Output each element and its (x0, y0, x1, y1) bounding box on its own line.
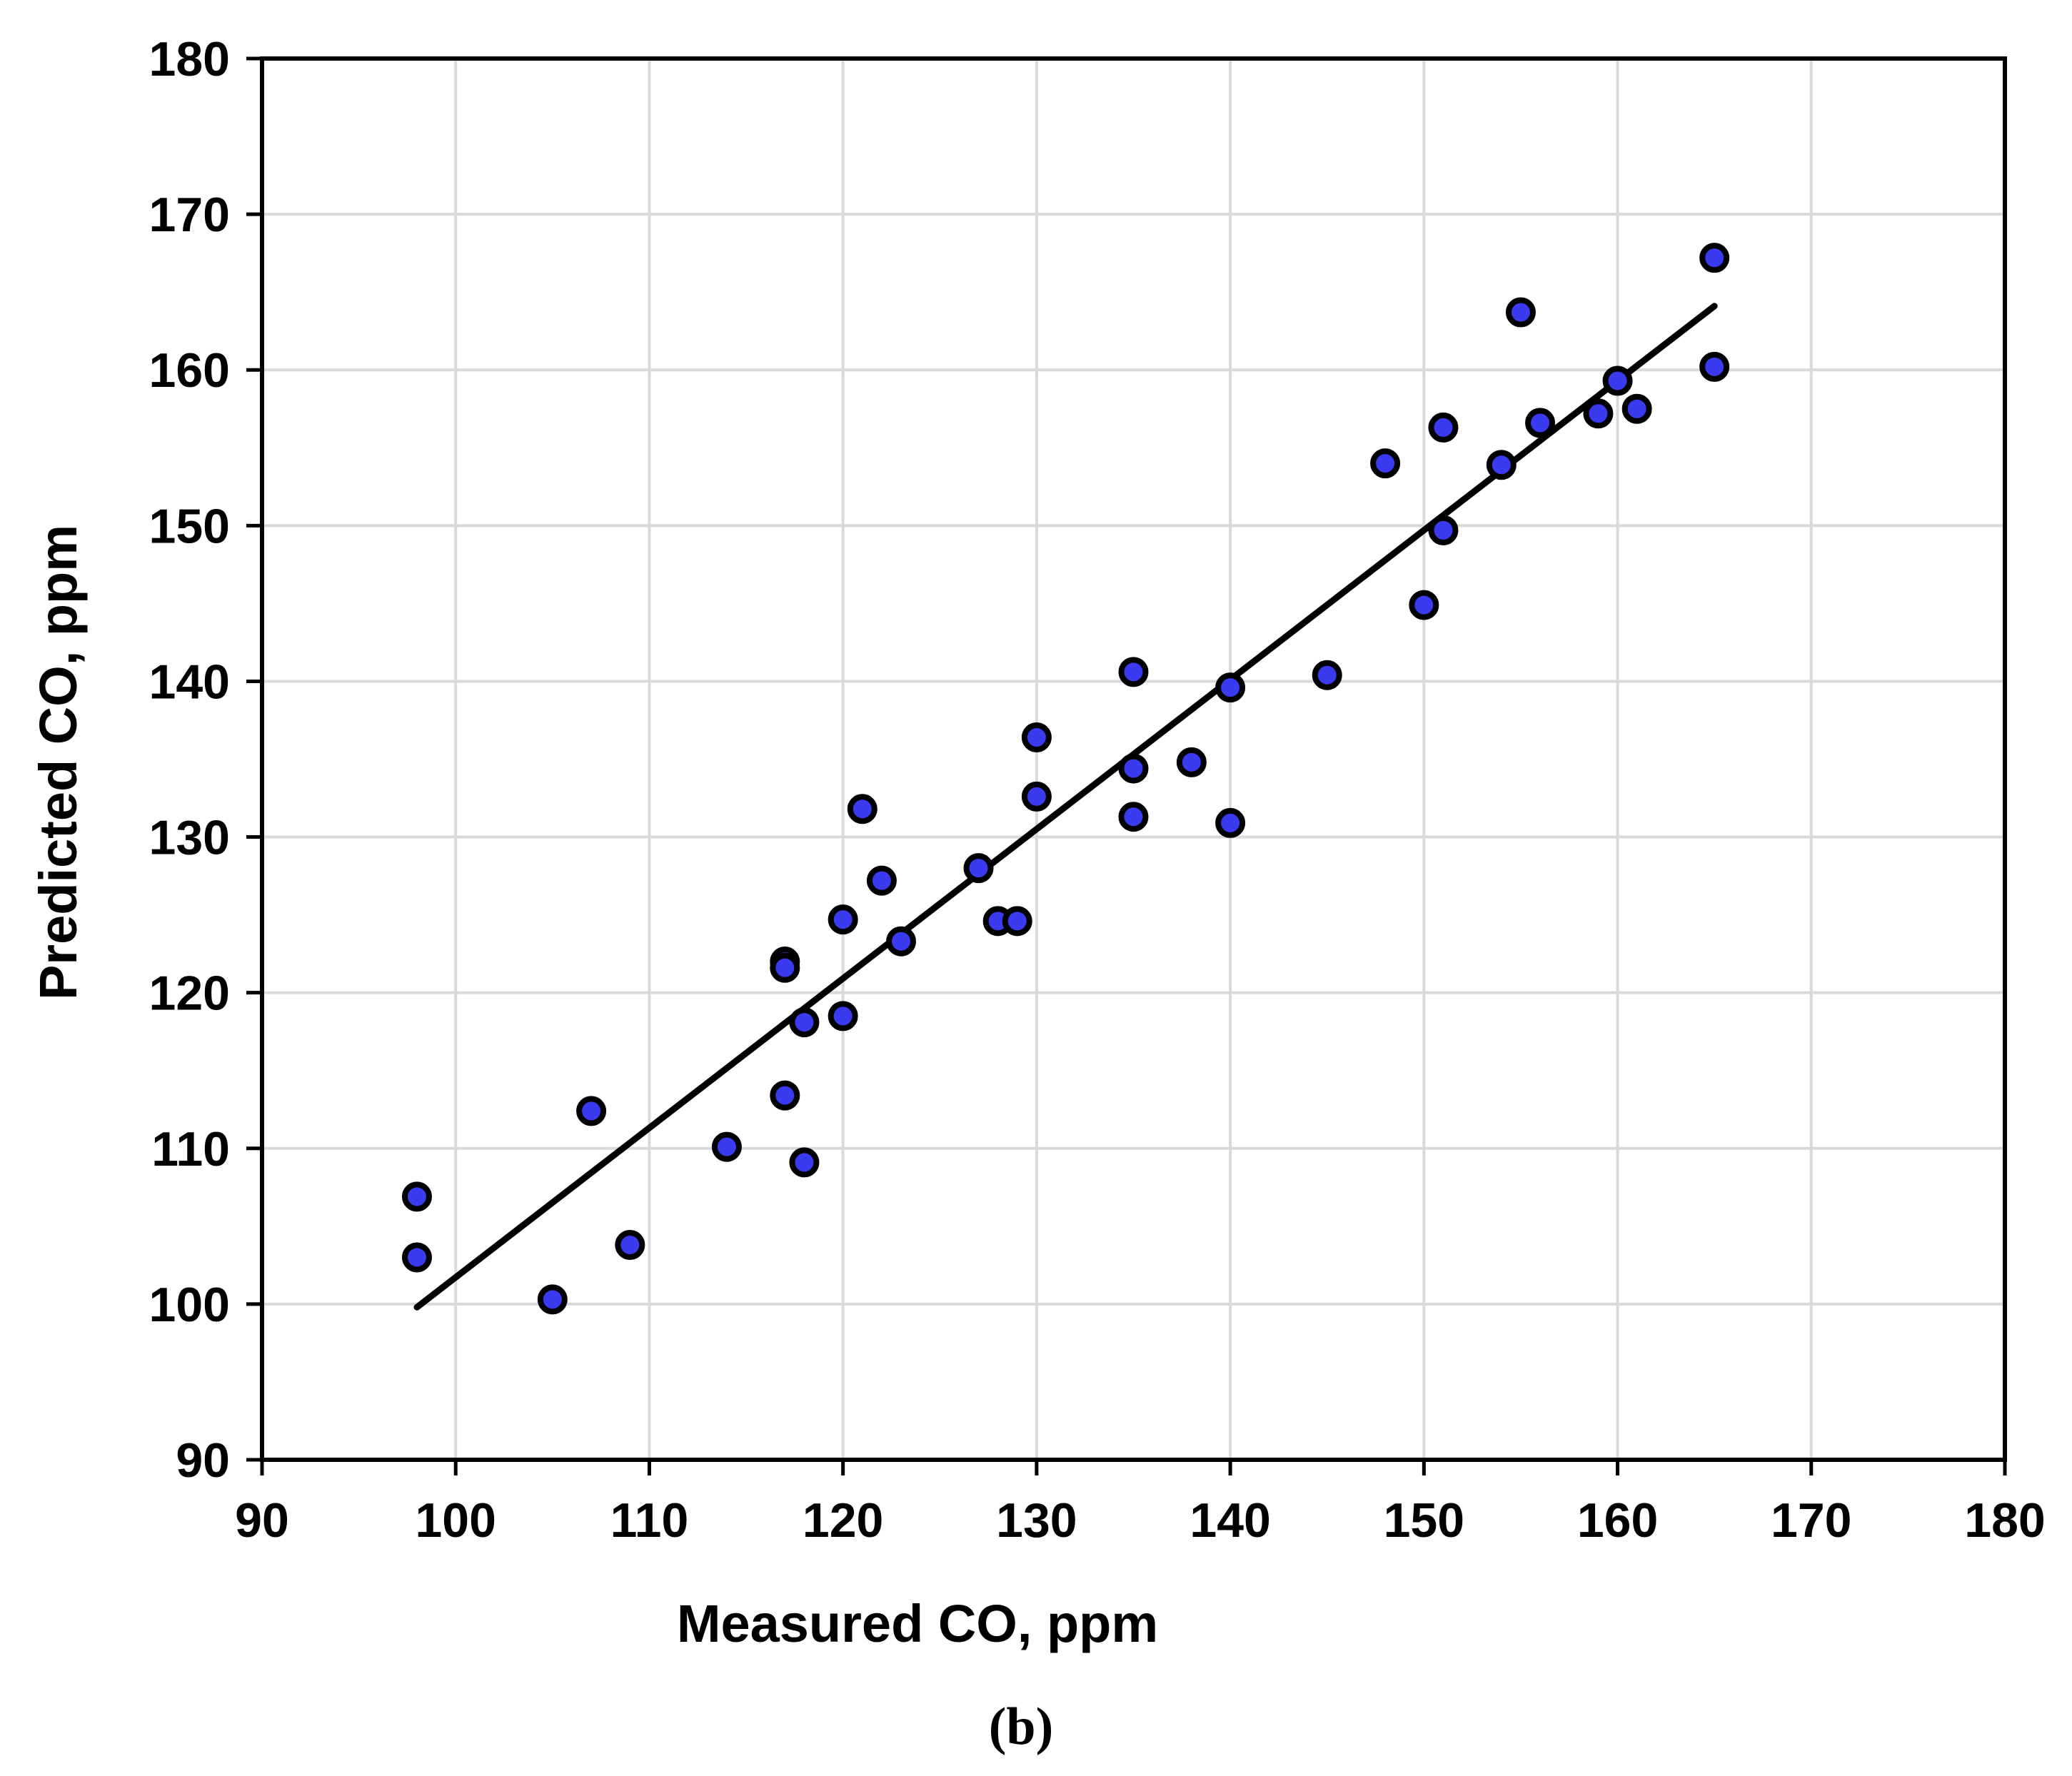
y-tick-labels: 90 100 110 120 130 140 150 160 170 180 (149, 32, 230, 1488)
data-point (1602, 365, 1633, 396)
x-tick-label: 170 (1771, 1493, 1851, 1548)
y-tick-label: 110 (151, 1122, 230, 1176)
data-point (847, 794, 877, 824)
data-point (770, 952, 800, 983)
data-point (1428, 515, 1459, 545)
data-point (1118, 753, 1149, 784)
x-tick-label: 160 (1577, 1493, 1658, 1548)
y-tick-label: 150 (149, 499, 230, 553)
data-point (1583, 398, 1614, 429)
data-point (1118, 657, 1149, 687)
data-point (789, 1007, 820, 1038)
x-tick-label: 130 (996, 1493, 1077, 1548)
x-axis-title: Measured CO, ppm (677, 1594, 1158, 1653)
data-point (1505, 297, 1536, 328)
y-tick-label: 130 (149, 811, 230, 865)
plot-area-frame (260, 56, 2007, 1462)
data-point (1428, 412, 1459, 443)
x-tick-label: 100 (415, 1493, 496, 1548)
y-axis-title: Predicted CO, ppm (29, 525, 88, 1000)
fit-line (413, 303, 1718, 1311)
data-point (789, 1147, 820, 1178)
y-tick-label: 90 (176, 1433, 230, 1488)
data-point (401, 1181, 432, 1212)
data-point (1370, 448, 1401, 479)
x-tick-label: 90 (235, 1493, 289, 1548)
data-points (401, 243, 1730, 1315)
data-point (1215, 672, 1246, 703)
data-point (1409, 590, 1439, 620)
data-point (828, 1001, 858, 1031)
x-tick-label: 150 (1384, 1493, 1464, 1548)
data-point (1118, 802, 1149, 832)
axis-ticks (246, 56, 2007, 1475)
y-tick-label: 100 (149, 1278, 230, 1332)
data-point (1215, 807, 1246, 838)
data-point (576, 1096, 607, 1126)
data-point (963, 853, 994, 884)
data-point (401, 1242, 432, 1273)
data-point (711, 1131, 742, 1162)
data-point (1021, 781, 1052, 812)
data-point (1021, 722, 1052, 752)
x-tick-label: 180 (1964, 1493, 2045, 1548)
y-tick-label: 140 (149, 655, 230, 709)
data-point (537, 1284, 568, 1315)
x-tick-labels: 90 100 110 120 130 140 150 160 170 180 (235, 1493, 2046, 1548)
y-tick-label: 170 (149, 188, 230, 242)
x-tick-label: 140 (1190, 1493, 1270, 1548)
x-tick-label: 110 (610, 1493, 689, 1548)
data-point (886, 926, 917, 957)
data-point (1312, 660, 1342, 690)
data-point (1525, 408, 1556, 438)
data-point (1002, 906, 1032, 937)
y-tick-label: 160 (149, 343, 230, 398)
data-point (828, 904, 858, 935)
data-point (615, 1230, 645, 1261)
figure-subcaption: (b) (989, 1697, 1053, 1756)
y-tick-label: 120 (149, 967, 230, 1021)
data-point (1621, 393, 1652, 424)
x-tick-label: 120 (803, 1493, 883, 1548)
data-point (1699, 243, 1730, 273)
data-point (1176, 747, 1207, 777)
data-point (1699, 351, 1730, 382)
data-point (1486, 450, 1517, 480)
y-tick-label: 180 (149, 32, 230, 86)
data-point (866, 865, 897, 896)
data-point (770, 1080, 800, 1111)
